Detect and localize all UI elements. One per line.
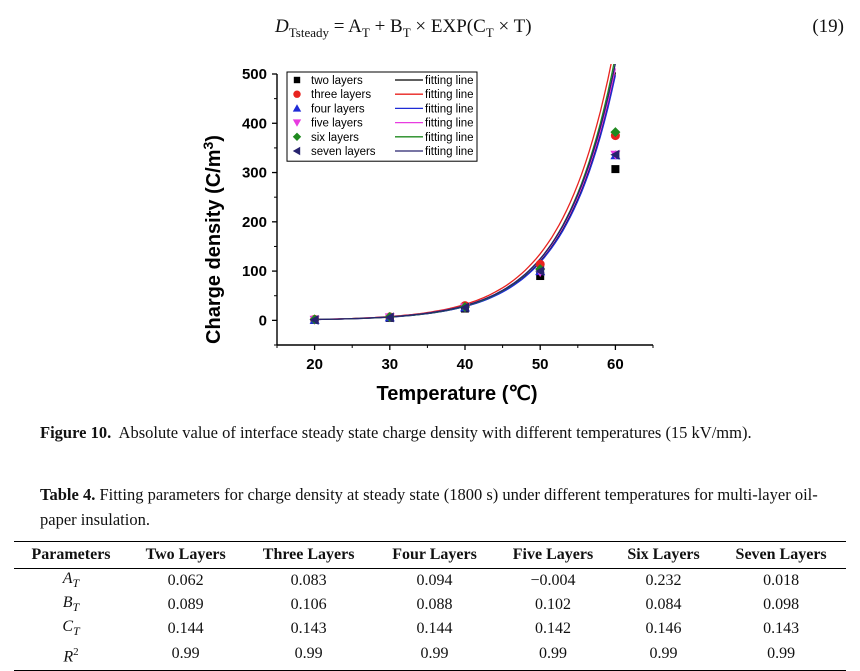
table-row: CT 0.144 0.143 0.144 0.142 0.146 0.143 (14, 617, 846, 641)
table-param-cell: CT (62, 618, 80, 639)
table-cell: 0.99 (495, 641, 611, 671)
table-label: Table 4. (40, 485, 96, 504)
table-param-cell: AT (62, 570, 80, 591)
table-cell: 0.99 (610, 641, 717, 671)
table-cell: 0.99 (716, 641, 846, 671)
table-cell: 0.232 (645, 572, 682, 590)
legend-marker-two-layers (293, 76, 301, 84)
y-tick-label: 100 (242, 263, 267, 280)
data-point-seven-layers (309, 314, 319, 325)
fitting-parameters-table: Parameters Two Layers Three Layers Four Lay… (14, 541, 846, 671)
data-point-seven-layers (610, 149, 620, 160)
legend-entry: six layers fitting line (292, 132, 474, 144)
equation-number: (19) (812, 16, 844, 37)
x-axis-label: Temperature (℃) (376, 383, 537, 405)
table-caption-text: Fitting parameters for charge density at… (40, 485, 818, 529)
chart-legend: two layers fitting line three layers fittin… (286, 71, 478, 162)
legend-label: two layers (311, 75, 363, 87)
legend-box (286, 71, 478, 162)
table-row: BT 0.089 0.106 0.088 0.102 0.084 0.098 (14, 593, 846, 617)
figure-caption-text: Absolute value of interface steady state… (118, 423, 752, 442)
y-tick-label: 0 (259, 312, 267, 329)
table-cell: 0.146 (645, 620, 682, 638)
legend-entry: two layers fitting line (293, 75, 474, 87)
figure-label: Figure 10. (40, 423, 112, 442)
legend-fit-label: fitting line (425, 118, 474, 130)
legend-marker-five-layers (292, 119, 302, 127)
data-point-seven-layers (460, 302, 469, 313)
table-param-cell: BT (62, 594, 80, 615)
table-header-three-layers: Three Layers (243, 541, 374, 569)
table-header-two-layers: Two Layers (127, 541, 244, 569)
legend-entry: five layers fitting line (292, 118, 474, 130)
table-cell: 0.99 (243, 641, 374, 671)
legend-entry: three layers fitting line (293, 89, 474, 101)
legend-label: three layers (311, 89, 371, 101)
y-tick-label: 500 (242, 66, 267, 83)
legend-marker-four-layers (292, 104, 302, 112)
table-header-four-layers: Four Layers (373, 541, 496, 569)
equation-19: DTsteady = AT + BT × EXP(CT × T) (19) (0, 10, 860, 46)
table-cell: 0.089 (167, 596, 204, 614)
table-param-cell: R2 (14, 641, 128, 671)
legend-marker-seven-layers (292, 146, 301, 156)
legend-fit-label: fitting line (425, 132, 474, 144)
table-header-parameters: Parameters (14, 541, 128, 569)
legend-marker-six-layers (292, 132, 302, 141)
table-cell: 0.99 (127, 641, 244, 671)
legend-entry: four layers fitting line (292, 103, 474, 115)
legend-fit-label: fitting line (425, 75, 474, 87)
legend-fit-label: fitting line (425, 89, 474, 101)
table-cell: 0.083 (290, 572, 327, 590)
y-tick-label: 300 (242, 165, 267, 182)
legend-label: seven layers (311, 146, 376, 158)
table-cell: −0.004 (530, 572, 576, 590)
table-cell: 0.106 (290, 596, 327, 614)
table-cell: 0.99 (373, 641, 496, 671)
table-cell: 0.143 (763, 620, 800, 638)
table-cell: 0.018 (763, 572, 800, 590)
data-point-two-layers (611, 165, 620, 174)
legend-label: four layers (311, 103, 365, 115)
table-row: AT 0.062 0.083 0.094 −0.004 0.232 0.018 (14, 569, 846, 594)
table-cell: 0.084 (645, 596, 682, 614)
table-cell: 0.062 (167, 572, 204, 590)
table-row: R2 0.99 0.99 0.99 0.99 0.99 0.99 (14, 641, 846, 671)
x-tick-label: 50 (532, 356, 549, 373)
legend-fit-label: fitting line (425, 103, 474, 115)
table-cell: 0.102 (534, 596, 571, 614)
legend-marker-three-layers (293, 90, 301, 98)
table-cell: 0.144 (167, 620, 204, 638)
legend-label: five layers (311, 118, 363, 130)
y-tick-label: 400 (242, 115, 267, 132)
table-cell: 0.098 (763, 596, 800, 614)
table-header-seven-layers: Seven Layers (716, 541, 846, 569)
x-tick-label: 60 (607, 356, 624, 373)
table-header-row: Parameters Two Layers Three Layers Four Lay… (14, 541, 846, 569)
x-tick-label: 40 (457, 356, 474, 373)
charge-density-chart: 0 100 200 300 400 500 20 30 40 50 60 Temperature (℃… (200, 64, 654, 405)
legend-fit-label: fitting line (425, 146, 474, 158)
figure-caption: Figure 10. Absolute value of interface s… (40, 420, 820, 445)
legend-entry: seven layers fitting line (292, 146, 474, 158)
table-cell: 0.143 (290, 620, 327, 638)
table-cell: 0.088 (416, 596, 453, 614)
equation-expression: DTsteady = AT + BT × EXP(CT × T) (275, 16, 532, 40)
x-tick-label: 30 (381, 356, 398, 373)
legend-label: six layers (311, 132, 359, 144)
data-point-seven-layers (535, 266, 545, 277)
table-cell: 0.094 (416, 572, 453, 590)
table-cell: 0.142 (534, 620, 571, 638)
x-tick-label: 20 (306, 356, 323, 373)
y-axis-label: Charge density (C/m3) (200, 135, 225, 344)
table-caption: Table 4. Fitting parameters for charge d… (40, 482, 820, 532)
y-tick-label: 200 (242, 214, 267, 231)
table-header-six-layers: Six Layers (610, 541, 717, 569)
table-header-five-layers: Five Layers (495, 541, 611, 569)
data-point-seven-layers (384, 312, 394, 323)
data-point-six-layers (610, 127, 621, 138)
table-cell: 0.144 (416, 620, 453, 638)
